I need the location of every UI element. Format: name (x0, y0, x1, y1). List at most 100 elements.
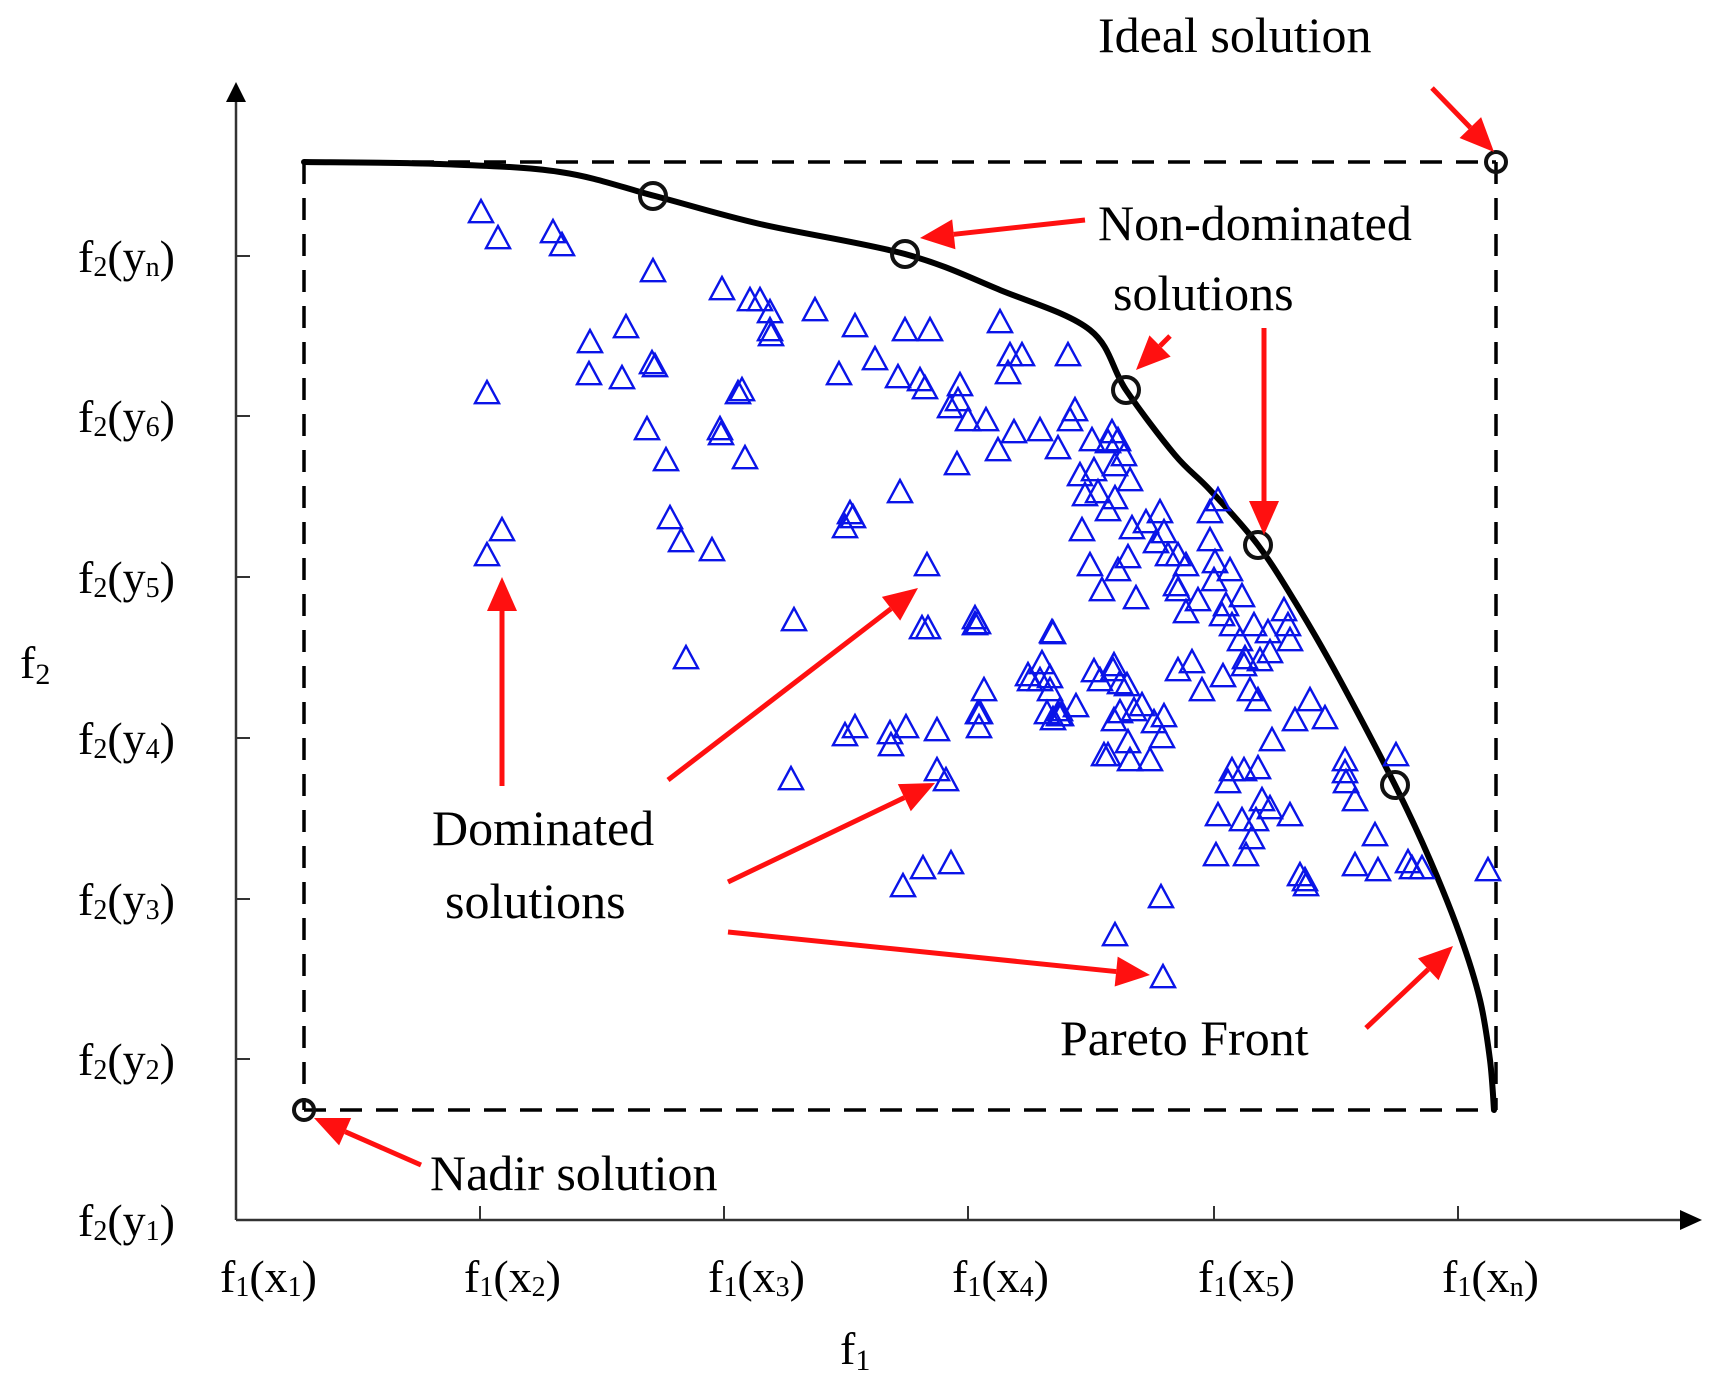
dominated-solution-triangle-icon (1330, 757, 1360, 784)
dominated-solution-triangle-icon (776, 764, 806, 791)
dominated-solution-triangle-icon (574, 359, 604, 386)
dominated-solutions-markers (466, 197, 1503, 989)
dominated-solution-triangle-icon (1239, 610, 1269, 637)
dominated-solution-triangle-icon (1103, 425, 1133, 452)
dominated-solution-triangle-icon (875, 718, 905, 745)
dominated-solution-triangle-icon (1025, 415, 1055, 442)
dominated-solution-triangle-icon (1100, 483, 1130, 510)
y-tick-label: f2(y3) (78, 874, 175, 926)
dominated-solution-triangle-icon (999, 417, 1029, 444)
dominated-solution-triangle-icon (1115, 745, 1145, 772)
nadir-solution-circle-icon (292, 1098, 316, 1122)
dominated-solution-triangle-icon (912, 550, 942, 577)
dominated-solution-triangle-icon (1310, 703, 1340, 730)
annotation-arrows (314, 86, 1494, 1168)
nadir-solution-label: Nadir solution (430, 1145, 717, 1201)
dominated-solution-triangle-icon (965, 698, 995, 725)
arrowhead-icon (1459, 117, 1494, 152)
dominated-solution-triangle-icon (1089, 740, 1119, 767)
dominated-solution-triangle-icon (1025, 665, 1055, 692)
dominated-solution-triangle-icon (755, 315, 785, 342)
dominated-solution-triangle-icon (1113, 727, 1143, 754)
non-dominated-solution-circle-icon (1111, 375, 1141, 405)
dominated-solution-triangle-icon (1257, 725, 1287, 752)
dominated-solution-triangle-icon (1113, 542, 1143, 569)
dominated-solution-triangle-icon (1103, 555, 1133, 582)
ideal-solution-circle-icon (1484, 150, 1508, 174)
arrowhead-icon (1417, 946, 1453, 981)
dominated-solution-triangle-icon (971, 405, 1001, 432)
dominated-solution-triangle-icon (1119, 695, 1149, 722)
dominated-solution-triangle-icon (1032, 698, 1062, 725)
y-tick-label: f2(y5) (78, 552, 175, 604)
dominated-solution-triangle-icon (1146, 882, 1176, 909)
dominated-solution-triangle-icon (1105, 697, 1135, 724)
non-dominated-solution-circle-icon (890, 239, 920, 269)
dominated-solution-triangle-icon (1112, 670, 1142, 697)
x-axis-title: f1 (840, 1323, 870, 1377)
arrowhead-icon (314, 1117, 352, 1146)
dominated-solution-triangle-icon (1280, 705, 1310, 732)
dominated-solution-triangle-icon (1230, 643, 1260, 670)
dominated-solution-triangle-icon (1245, 645, 1275, 672)
dominated-solution-triangle-icon (638, 256, 668, 283)
dominated-solution-triangle-icon (936, 848, 966, 875)
dominated-solution-triangle-icon (1163, 655, 1193, 682)
dominated-solution-triangle-icon (840, 311, 870, 338)
dominated-solution-triangle-icon (1227, 581, 1257, 608)
x-tick-label: f1(x4) (952, 1251, 1049, 1303)
dominated-solution-triangle-icon (1105, 668, 1135, 695)
dominated-solution-triangle-icon (1225, 625, 1255, 652)
dominated-solution-triangle-icon (1381, 740, 1411, 767)
dominated-solution-triangle-icon (779, 605, 809, 632)
dominated-solution-triangle-icon (487, 515, 517, 542)
dominated-solution-triangle-icon (727, 375, 757, 402)
dominated-solution-triangle-icon (1195, 497, 1225, 524)
annotation-arrow-line (953, 217, 1086, 237)
dominated-solution-triangle-icon (963, 608, 993, 635)
dominated-solution-triangle-icon (1187, 675, 1217, 702)
dominated-solution-triangle-icon (1100, 450, 1130, 477)
x-tick-label: f1(x1) (220, 1251, 317, 1303)
arrowhead-icon (1114, 956, 1150, 987)
dominated-solution-triangle-icon (1135, 745, 1165, 772)
dominated-solution-triangle-icon (838, 502, 868, 529)
dominated-solution-triangle-icon (922, 755, 952, 782)
dominated-solution-triangle-icon (885, 477, 915, 504)
arrowhead-icon (1249, 501, 1279, 535)
dominated-solution-triangle-icon (756, 320, 786, 347)
dominated-solution-triangle-icon (935, 392, 965, 419)
dominated-solution-triangle-icon (1360, 820, 1390, 847)
annotation-arrow-line (727, 929, 1117, 975)
dominated-solution-triangle-icon (993, 358, 1023, 385)
dominated-solution-triangle-icon (888, 871, 918, 898)
dominated-solution-triangle-icon (640, 351, 670, 378)
dominated-solution-triangle-icon (1290, 865, 1320, 892)
dominated-solution-triangle-icon (466, 197, 496, 224)
arrowhead-icon (1136, 335, 1171, 370)
non-dominated-solution-circle-icon (1380, 770, 1410, 800)
y-tick-label: f2(y6) (78, 391, 175, 443)
dominated-solution-triangle-icon (723, 378, 753, 405)
dominated-solution-triangle-icon (1163, 575, 1193, 602)
annotation-arrow-line (1430, 86, 1473, 130)
y-axis-title: f2 (20, 637, 50, 691)
dominated-solution-triangle-icon (706, 419, 736, 446)
dominated-solution-triangle-icon (1065, 460, 1095, 487)
dominated-solution-triangle-icon (1109, 440, 1139, 467)
dominated-solution-triangle-icon (1115, 465, 1145, 492)
dominated-solution-triangle-icon (1340, 785, 1370, 812)
non-dominated-solution-markers (292, 150, 1508, 1122)
x-tick-label: f1(x2) (464, 1251, 561, 1303)
dominated-solution-triangle-icon (637, 348, 667, 375)
dominated-solution-triangle-icon (1199, 565, 1229, 592)
dominated-solution-triangle-icon (942, 449, 972, 476)
dominated-solution-triangle-icon (800, 295, 830, 322)
y-tick-label: f2(y2) (78, 1034, 175, 1086)
annotation-arrow-line (344, 1129, 423, 1168)
dominated-solution-triangle-icon (945, 370, 975, 397)
dominated-solution-triangle-icon (1203, 800, 1233, 827)
dominated-solution-triangle-icon (910, 373, 940, 400)
dominated-solution-triangle-icon (472, 540, 502, 567)
